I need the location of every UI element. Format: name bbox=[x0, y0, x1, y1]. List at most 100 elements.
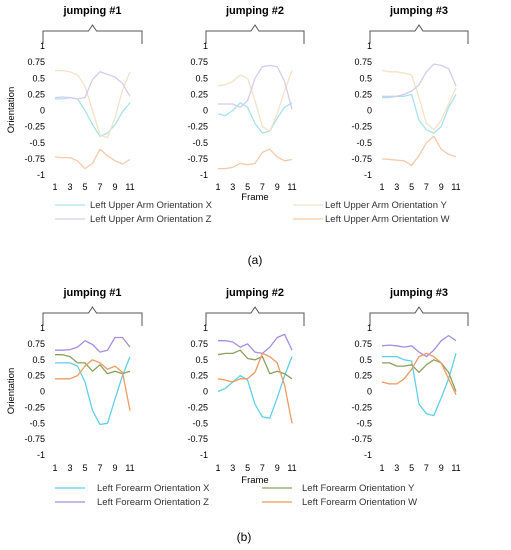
series-line bbox=[217, 356, 293, 419]
x-tick-label: 9 bbox=[112, 463, 117, 473]
y-tick-label: 0 bbox=[40, 106, 45, 116]
y-tick-label: -0.5 bbox=[192, 418, 208, 428]
x-tick-label: 5 bbox=[409, 182, 414, 192]
y-tick-label: -0.5 bbox=[29, 138, 45, 148]
x-tick-label: 5 bbox=[82, 182, 87, 192]
series-line bbox=[55, 356, 131, 426]
x-tick-label: 7 bbox=[97, 182, 102, 192]
y-tick-label: 0.5 bbox=[195, 73, 208, 83]
x-tick-label: 11 bbox=[287, 182, 296, 192]
y-tick-label: -0.5 bbox=[356, 418, 372, 428]
charts-layer: jumping #1 1 0.75 0.5 0.25 0 -0.25 -0.5 -0.75 -1 1… bbox=[6, 5, 469, 486]
legend-entry: Left Upper Arm Orientation Z bbox=[90, 214, 212, 225]
x-tick-label: 11 bbox=[287, 463, 296, 473]
legend-entry: Left Forearm Orientation Z bbox=[97, 497, 209, 508]
y-tick-label: 0.75 bbox=[190, 339, 208, 349]
x-tick-label: 1 bbox=[215, 463, 220, 473]
x-tick-label: 11 bbox=[125, 463, 134, 473]
series-line bbox=[381, 352, 457, 395]
y-axis-label: Orientation bbox=[6, 87, 17, 133]
y-tick-label: 0.25 bbox=[190, 371, 208, 381]
y-tick-label: -1 bbox=[364, 450, 372, 460]
chart-title: jumping #3 bbox=[389, 5, 448, 17]
y-tick-label: 0.75 bbox=[27, 339, 45, 349]
x-tick-label: 1 bbox=[379, 182, 384, 192]
y-tick-label: 1 bbox=[367, 41, 372, 51]
legend-entry: Left Upper Arm Orientation X bbox=[90, 200, 213, 211]
title-brace bbox=[205, 306, 305, 326]
y-tick-label: -1 bbox=[364, 170, 372, 180]
chart-title: jumping #2 bbox=[225, 5, 284, 17]
y-tick-label: 0.5 bbox=[32, 355, 45, 365]
series-line bbox=[381, 135, 457, 166]
series-line bbox=[218, 64, 293, 110]
title-brace bbox=[205, 24, 305, 44]
y-tick-label: -0.75 bbox=[351, 434, 372, 444]
y-tick-label: 0 bbox=[40, 387, 45, 397]
x-tick-label: 7 bbox=[260, 182, 265, 192]
x-tick-label: 1 bbox=[52, 463, 57, 473]
series-line bbox=[54, 148, 131, 170]
panel-label-a: (a) bbox=[248, 253, 263, 267]
chart-title: jumping #1 bbox=[62, 287, 121, 299]
y-tick-label: -0.75 bbox=[351, 154, 372, 164]
y-tick-label: -0.25 bbox=[351, 122, 372, 132]
x-tick-label: 11 bbox=[451, 182, 460, 192]
chart-panel: jumping #2 1 0.75 0.5 0.25 0 -0.25 -0.5 -0.75 -1 1… bbox=[187, 287, 305, 486]
y-tick-label: -0.75 bbox=[187, 434, 208, 444]
y-tick-label: -0.25 bbox=[351, 402, 372, 412]
x-tick-label: 3 bbox=[67, 463, 72, 473]
x-axis-label: Frame bbox=[241, 192, 268, 203]
x-tick-label: 1 bbox=[215, 182, 220, 192]
series-line bbox=[382, 63, 457, 97]
x-tick-label: 3 bbox=[230, 182, 235, 192]
chart-title: jumping #2 bbox=[225, 287, 284, 299]
series-line bbox=[55, 69, 131, 139]
x-tick-label: 11 bbox=[125, 182, 134, 192]
y-tick-label: 0.25 bbox=[27, 89, 45, 99]
x-tick-label: 7 bbox=[424, 463, 429, 473]
y-tick-label: 0.75 bbox=[190, 57, 208, 67]
x-tick-label: 7 bbox=[260, 463, 265, 473]
title-brace bbox=[369, 24, 469, 44]
x-tick-label: 5 bbox=[82, 463, 87, 473]
chart-panel: jumping #1 1 0.75 0.5 0.25 0 -0.25 -0.5 -0.75 -1 1… bbox=[6, 5, 143, 192]
y-tick-label: -0.75 bbox=[187, 154, 208, 164]
y-tick-label: -1 bbox=[200, 170, 208, 180]
legend-b: Left Forearm Orientation X Left Forearm … bbox=[55, 483, 417, 508]
y-tick-label: -1 bbox=[200, 450, 208, 460]
x-tick-label: 11 bbox=[451, 463, 460, 473]
y-tick-label: 1 bbox=[203, 41, 208, 51]
x-tick-label: 3 bbox=[394, 463, 399, 473]
y-tick-label: -0.5 bbox=[29, 418, 45, 428]
series-line bbox=[217, 352, 293, 424]
y-tick-label: -0.25 bbox=[187, 122, 208, 132]
chart-panel: jumping #1 1 0.75 0.5 0.25 0 -0.25 -0.5 -0.75 -1 1… bbox=[6, 287, 143, 473]
x-tick-label: 1 bbox=[52, 182, 57, 192]
panel-label-b: (b) bbox=[237, 530, 252, 544]
x-tick-label: 3 bbox=[230, 463, 235, 473]
x-tick-label: 5 bbox=[409, 463, 414, 473]
x-tick-label: 9 bbox=[275, 463, 280, 473]
x-tick-label: 3 bbox=[394, 182, 399, 192]
x-tick-label: 7 bbox=[424, 182, 429, 192]
y-tick-label: 1 bbox=[367, 323, 372, 333]
y-tick-label: 0.25 bbox=[354, 371, 372, 381]
series-line bbox=[217, 70, 293, 132]
series-line bbox=[55, 359, 131, 411]
x-tick-label: 9 bbox=[275, 182, 280, 192]
legend-entry: Left Forearm Orientation X bbox=[97, 483, 210, 494]
title-brace bbox=[369, 306, 469, 326]
series-line bbox=[382, 93, 457, 134]
x-tick-label: 5 bbox=[245, 463, 250, 473]
y-tick-label: 0.75 bbox=[354, 57, 372, 67]
chart-panel: jumping #2 1 0.75 0.5 0.25 0 -0.25 -0.5 -0.75 -1 1… bbox=[187, 5, 305, 203]
legend-entry: Left Forearm Orientation Y bbox=[302, 483, 415, 494]
y-tick-label: -0.75 bbox=[24, 154, 45, 164]
chart-title: jumping #1 bbox=[62, 5, 121, 17]
title-brace bbox=[42, 306, 143, 326]
x-tick-label: 9 bbox=[439, 463, 444, 473]
y-tick-label: 0.75 bbox=[354, 339, 372, 349]
y-axis-label: Orientation bbox=[6, 368, 17, 414]
